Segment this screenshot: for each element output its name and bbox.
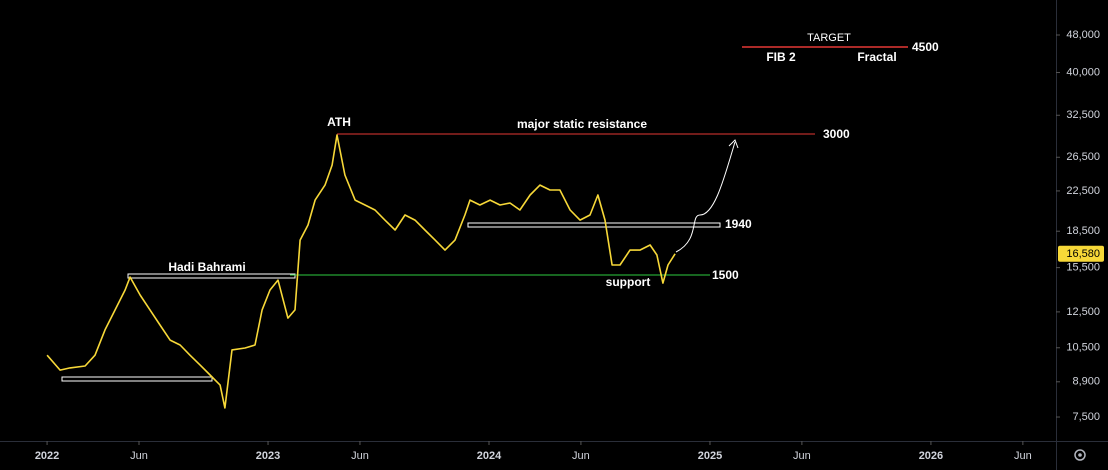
annotation: 3000	[823, 127, 850, 141]
arrow-head	[728, 139, 739, 149]
x-tick-label: 2025	[698, 450, 722, 462]
last-price-box	[1058, 245, 1104, 262]
y-tick-label: 48,000	[1066, 29, 1100, 41]
price-line	[46, 134, 676, 409]
annotation: support	[606, 275, 651, 289]
x-tick-label: Jun	[1014, 450, 1032, 462]
annotation: 1940	[725, 217, 752, 231]
projection-arrow	[675, 141, 736, 253]
annotation: Fractal	[857, 50, 896, 64]
y-tick-label: 15,500	[1066, 262, 1100, 274]
x-tick-label: 2023	[256, 450, 280, 462]
annotation: ATH	[327, 115, 351, 129]
y-tick-label: 10,500	[1066, 342, 1100, 354]
annotation: FIB 2	[766, 50, 796, 64]
x-tick-label: Jun	[351, 450, 369, 462]
x-tick-label: 2022	[35, 450, 59, 462]
x-tick-label: Jun	[572, 450, 590, 462]
y-tick-label: 18,500	[1066, 225, 1100, 237]
annotations: Hadi Bahrami ATH major static resistance…	[168, 32, 939, 289]
range-box	[61, 376, 213, 382]
annotation: major static resistance	[517, 117, 647, 131]
y-tick-label: 32,500	[1066, 109, 1100, 121]
y-tick-label: 7,500	[1072, 411, 1100, 423]
x-tick-label: Jun	[130, 450, 148, 462]
y-tick-label: 8,900	[1072, 376, 1100, 388]
annotation: 4500	[912, 40, 939, 54]
annotation: Hadi Bahrami	[168, 260, 245, 274]
y-tick-label: 26,500	[1066, 151, 1100, 163]
annotation: 1500	[712, 268, 739, 282]
x-tick-label: 2024	[477, 450, 502, 462]
y-tick-label: 40,000	[1066, 66, 1100, 78]
annotation: TARGET	[807, 32, 851, 44]
x-tick-label: 2026	[919, 450, 943, 462]
last-price-label: 16,580	[1066, 248, 1100, 260]
range-box	[127, 273, 296, 279]
y-tick-label: 22,500	[1066, 185, 1100, 197]
drawings	[61, 46, 908, 382]
range-box	[467, 222, 721, 228]
y-tick-label: 12,500	[1066, 306, 1100, 318]
x-tick-label: Jun	[793, 450, 811, 462]
settings-icon[interactable]	[1074, 449, 1086, 461]
